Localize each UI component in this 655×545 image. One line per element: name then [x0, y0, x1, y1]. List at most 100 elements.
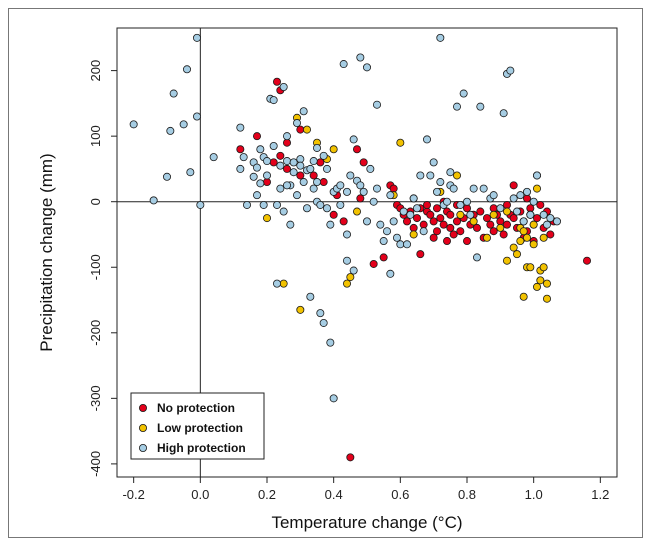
high-protection-point [412, 204, 421, 213]
no-protection-point [432, 204, 441, 213]
high-protection-point [299, 178, 308, 187]
high-protection-point [543, 220, 552, 229]
low-protection-point [482, 233, 491, 242]
high-protection-point [392, 233, 401, 242]
no-protection-point [419, 220, 428, 229]
low-protection-point [489, 210, 498, 219]
no-protection-point [489, 204, 498, 213]
high-protection-point [272, 200, 281, 209]
low-protection-point [509, 243, 518, 252]
high-protection-point [252, 191, 261, 200]
high-protection-point [349, 135, 358, 144]
low-protection-point [513, 250, 522, 259]
high-protection-point [192, 112, 201, 121]
no-protection-point [252, 132, 261, 141]
high-protection-point [316, 309, 325, 318]
high-protection-point [316, 200, 325, 209]
no-protection-point [523, 194, 532, 203]
high-protection-point [342, 256, 351, 265]
high-protection-point [476, 102, 485, 111]
no-protection-point [269, 158, 278, 167]
high-protection-point [362, 63, 371, 72]
no-protection-point [422, 200, 431, 209]
no-protection-point [462, 237, 471, 246]
high-protection-point [279, 207, 288, 216]
high-protection-point [276, 184, 285, 193]
high-protection-point [309, 184, 318, 193]
high-protection-point [289, 158, 298, 167]
no-protection-point [536, 200, 545, 209]
high-protection-point [312, 143, 321, 152]
high-protection-point [459, 89, 468, 98]
low-protection-point [543, 279, 552, 288]
low-protection-point [296, 305, 305, 314]
high-protection-point [466, 210, 475, 219]
no-protection-point [339, 217, 348, 226]
low-protection-point [543, 294, 552, 303]
high-protection-point [326, 338, 335, 347]
high-protection-point [432, 187, 441, 196]
high-protection-point [406, 210, 415, 219]
high-protection-point [462, 197, 471, 206]
high-protection-point [469, 184, 478, 193]
no-protection-point [309, 171, 318, 180]
x-tick-label: 0.4 [325, 487, 343, 502]
low-protection-point [523, 233, 532, 242]
high-protection-point [296, 155, 305, 164]
high-protection-point [516, 191, 525, 200]
no-protection-point [236, 145, 245, 154]
no-protection-point [316, 158, 325, 167]
no-protection-point [416, 250, 425, 259]
no-protection-point [272, 77, 281, 86]
high-protection-point [429, 158, 438, 167]
high-protection-point [386, 269, 395, 278]
y-tick-label: 100 [88, 125, 103, 147]
no-protection-point [359, 158, 368, 167]
high-protection-point [292, 119, 301, 128]
high-protection-point [379, 237, 388, 246]
high-protection-point [296, 161, 305, 170]
high-protection-point [336, 181, 345, 190]
high-protection-point [182, 65, 191, 74]
no-protection-point [446, 210, 455, 219]
high-protection-point [326, 220, 335, 229]
y-tick-label: 200 [88, 60, 103, 82]
low-protection-point [539, 263, 548, 272]
high-protection-point [256, 179, 265, 188]
low-protection-point [262, 214, 271, 223]
no-protection-point [502, 220, 511, 229]
y-tick-label: 0 [88, 198, 103, 205]
high-protection-point [306, 292, 315, 301]
legend-marker-no-protection [138, 403, 147, 412]
no-protection-point [526, 204, 535, 213]
high-protection-point [262, 171, 271, 180]
high-protection-point [489, 191, 498, 200]
low-protection-point [409, 230, 418, 239]
high-protection-point [149, 196, 158, 205]
high-protection-point [523, 187, 532, 196]
high-protection-point [376, 220, 385, 229]
legend-marker-low-protection [138, 423, 147, 432]
legend-label-low-protection: Low protection [157, 421, 243, 435]
no-protection-point [432, 227, 441, 236]
high-protection-point [382, 227, 391, 236]
no-protection-point [472, 223, 481, 232]
high-protection-point [506, 66, 515, 75]
low-protection-point [529, 220, 538, 229]
high-protection-point [346, 171, 355, 180]
high-protection-point [242, 200, 251, 209]
y-tick-label: -200 [88, 320, 103, 346]
no-protection-point [429, 233, 438, 242]
low-protection-point [279, 279, 288, 288]
high-protection-point [209, 153, 218, 162]
high-protection-point [356, 181, 365, 190]
no-protection-point [476, 207, 485, 216]
low-protection-point [539, 233, 548, 242]
no-protection-point [329, 210, 338, 219]
high-protection-point [289, 168, 298, 177]
legend-label-no-protection: No protection [157, 401, 235, 415]
high-protection-point [472, 253, 481, 262]
no-protection-point [296, 171, 305, 180]
no-protection-point [482, 214, 491, 223]
high-protection-point [276, 161, 285, 170]
